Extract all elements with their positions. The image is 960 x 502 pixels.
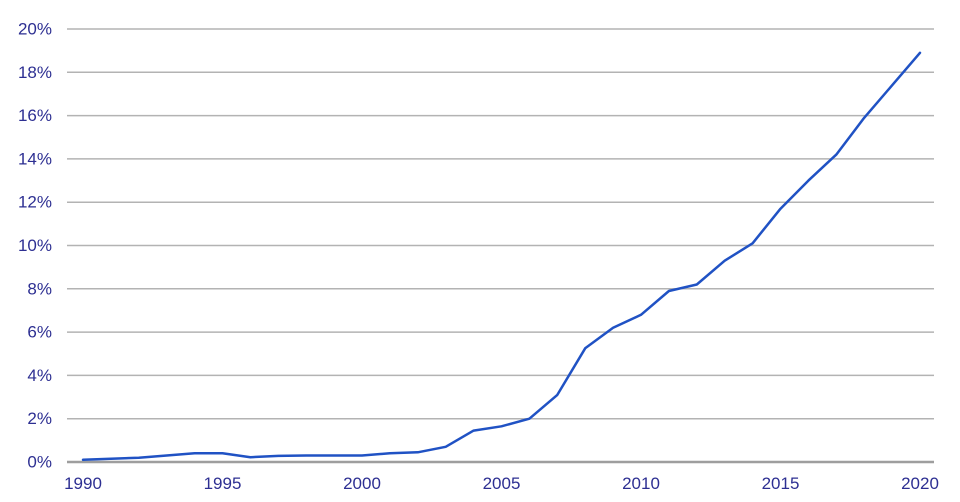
y-tick-label: 14%: [18, 149, 52, 168]
y-tick-label: 6%: [27, 323, 52, 342]
x-tick-label: 2000: [343, 474, 381, 493]
x-axis-tick-labels: 1990 1995 2000 2005 2010 2015 2020: [64, 474, 939, 493]
y-axis-tick-labels: 0% 2% 4% 6% 8% 10% 12% 14% 16% 18% 20%: [18, 20, 52, 472]
x-tick-label: 1990: [64, 474, 102, 493]
data-line: [81, 51, 922, 462]
y-tick-label: 10%: [18, 236, 52, 255]
x-tick-label: 1995: [204, 474, 242, 493]
gridlines-group: [67, 28, 934, 464]
y-tick-label: 12%: [18, 193, 52, 212]
y-tick-label: 8%: [27, 279, 52, 298]
y-tick-label: 16%: [18, 106, 52, 125]
series-group: [81, 51, 922, 462]
y-tick-label: 20%: [18, 20, 52, 39]
x-tick-label: 2005: [483, 474, 521, 493]
y-tick-label: 4%: [27, 366, 52, 385]
x-tick-label: 2015: [762, 474, 800, 493]
x-tick-label: 2020: [901, 474, 939, 493]
y-tick-label: 18%: [18, 63, 52, 82]
x-tick-label: 2010: [622, 474, 660, 493]
y-tick-label: 0%: [27, 453, 52, 472]
y-tick-label: 2%: [27, 409, 52, 428]
